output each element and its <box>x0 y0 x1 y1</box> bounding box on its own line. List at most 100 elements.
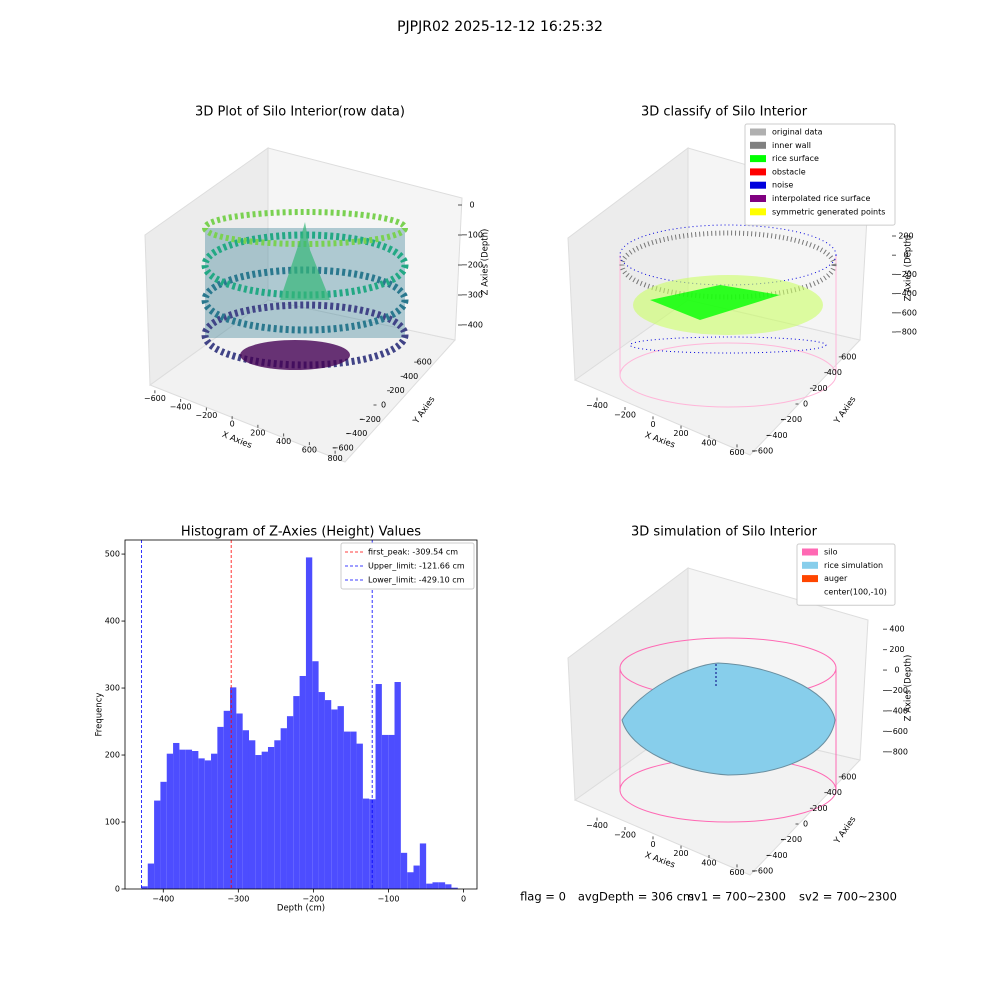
legend-label: Upper_limit: -121.66 cm <box>368 562 465 571</box>
y-tick-label: 400 <box>827 368 842 377</box>
bar <box>400 852 408 889</box>
bar <box>305 557 313 889</box>
x-tick-label: 600 <box>302 446 317 455</box>
bar <box>267 746 275 889</box>
y-tick-label: 400 <box>827 788 842 797</box>
x-tick-label: 600 <box>729 868 744 877</box>
x-tick-label: −200 <box>614 831 636 840</box>
bar <box>419 843 427 889</box>
legend-label: auger <box>824 574 848 583</box>
bar <box>350 731 357 889</box>
x-tick-label: 200 <box>250 428 265 437</box>
y-tick-label: −400 <box>766 431 788 440</box>
bar <box>160 781 167 889</box>
legend-label: symmetric generated points <box>772 207 885 216</box>
legend-swatch <box>802 548 818 556</box>
bar <box>318 692 325 889</box>
y-tick-label: 200 <box>105 751 120 760</box>
subplot-title: 3D simulation of Silo Interior <box>631 525 818 540</box>
bar <box>154 800 161 889</box>
legend-swatch <box>750 208 766 216</box>
bar <box>248 740 256 889</box>
legend-label: silo <box>824 548 838 557</box>
bar <box>147 863 155 889</box>
legend-swatch <box>802 561 818 569</box>
y-tick-label: 600 <box>841 352 856 361</box>
x-tick-label: −400 <box>586 821 608 830</box>
x-tick-label: 0 <box>650 840 655 849</box>
legend-label: obstacle <box>772 167 806 176</box>
x-tick-label: 0 <box>461 895 466 904</box>
z-tick-label: 200 <box>889 645 904 654</box>
y-tick-label: 600 <box>417 358 432 367</box>
legend-label: inner wall <box>772 141 811 150</box>
legend-swatch <box>750 168 766 176</box>
footer-text: flag = 0 <box>520 890 566 904</box>
legend-swatch <box>802 575 818 583</box>
legend-swatch <box>750 141 766 149</box>
y-tick-label: −600 <box>751 447 773 456</box>
footer-text: avgDepth = 306 cm <box>578 890 694 904</box>
z-tick-label: −200 <box>461 261 483 270</box>
bar <box>375 684 382 889</box>
z-tick-label: −200 <box>886 686 908 695</box>
y-tick-label: 0 <box>803 400 808 409</box>
bar <box>381 734 389 889</box>
x-tick-label: 600 <box>729 448 744 457</box>
z-tick-label: 0 <box>894 666 899 675</box>
y-tick-label: 500 <box>105 550 120 559</box>
x-tick-label: 200 <box>673 849 688 858</box>
legend-box <box>340 542 475 590</box>
x-axis-label: X Axies <box>643 850 676 870</box>
x-tick-label: −400 <box>170 402 192 411</box>
z-axis-label: Z Axies (Depth) <box>904 655 914 722</box>
y-tick-label: 0 <box>381 401 386 410</box>
x-tick-label: −600 <box>144 394 166 403</box>
figure-title: PJPJR02 2025-12-12 16:25:32 <box>397 19 603 35</box>
x-tick-label: 200 <box>673 429 688 438</box>
legend-box <box>796 543 896 606</box>
bar <box>432 882 439 889</box>
y-tick-label: −200 <box>359 415 381 424</box>
y-axis-label: Y Axies <box>832 814 859 846</box>
legend-swatch <box>750 155 766 163</box>
footer-text: sv2 = 700~2300 <box>799 890 897 904</box>
y-tick-label: 400 <box>105 617 120 626</box>
x-tick-label: −200 <box>302 895 324 904</box>
y-tick-label: 100 <box>105 818 120 827</box>
bar <box>255 755 262 889</box>
legend-label: noise <box>772 181 793 190</box>
z-tick-label: −400 <box>895 289 917 298</box>
bar <box>451 887 458 889</box>
legend-label: original data <box>772 128 823 137</box>
y-axis-label: Y Axies <box>832 394 859 426</box>
bar <box>261 751 268 889</box>
bar <box>356 743 363 889</box>
y-tick-label: −200 <box>780 835 802 844</box>
bar <box>274 740 281 889</box>
x-tick-label: −400 <box>152 895 174 904</box>
bar <box>280 728 287 889</box>
z-tick-label: −800 <box>895 328 917 337</box>
bar <box>394 682 401 889</box>
z-tick-label: −400 <box>461 321 483 330</box>
y-tick-label: −600 <box>751 867 773 876</box>
z-axis-label: Z Axies (Depth) <box>904 235 914 302</box>
z-axis-label: Z Axies (Depth) <box>481 229 491 296</box>
z-tick-label: −600 <box>895 308 917 317</box>
bar <box>185 749 193 889</box>
legend-swatch <box>750 128 766 136</box>
y-tick-label: −400 <box>345 429 367 438</box>
bar <box>236 713 243 889</box>
bar <box>223 710 231 889</box>
legend-label: Lower_limit: -429.10 cm <box>368 576 465 585</box>
bar <box>413 865 420 889</box>
legend-label: first_peak: -309.54 cm <box>368 548 458 557</box>
z-tick-label: −400 <box>886 706 908 715</box>
bar <box>293 696 300 889</box>
subplot-title: 3D Plot of Silo Interior(row data) <box>195 105 405 120</box>
x-tick-label: 400 <box>701 859 716 868</box>
bar <box>173 742 180 889</box>
y-tick-label: 200 <box>812 384 827 393</box>
x-tick-label: 400 <box>276 437 291 446</box>
